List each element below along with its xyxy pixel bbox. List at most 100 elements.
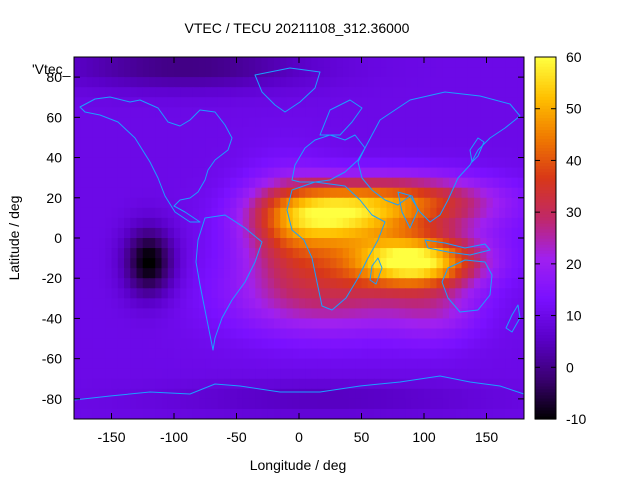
heatmap-cell bbox=[380, 298, 388, 309]
heatmap-cell bbox=[374, 67, 381, 78]
heatmap-cell bbox=[417, 368, 425, 380]
heatmap-cell bbox=[80, 177, 88, 189]
heatmap-cell bbox=[255, 238, 263, 249]
heatmap-cell bbox=[492, 388, 500, 400]
heatmap-cell bbox=[249, 77, 256, 88]
heatmap-cell bbox=[274, 398, 281, 410]
heatmap-cell bbox=[155, 238, 163, 249]
heatmap-cell bbox=[224, 288, 231, 299]
heatmap-cell bbox=[299, 227, 306, 239]
heatmap-cell bbox=[461, 57, 469, 68]
heatmap-cell bbox=[80, 197, 88, 209]
heatmap-cell bbox=[199, 308, 206, 320]
heatmap-cell bbox=[242, 77, 250, 88]
heatmap-cell bbox=[386, 67, 394, 78]
heatmap-cell bbox=[192, 137, 200, 149]
heatmap-cell bbox=[117, 187, 125, 199]
heatmap-cell bbox=[305, 167, 313, 179]
heatmap-cell bbox=[367, 67, 375, 78]
heatmap-cell bbox=[342, 197, 350, 209]
colorbar-segment bbox=[535, 177, 556, 182]
heatmap-cell bbox=[180, 187, 188, 199]
heatmap-cell bbox=[217, 227, 225, 239]
colorbar-segment bbox=[535, 292, 556, 296]
heatmap-cell bbox=[142, 408, 150, 419]
heatmap-cell bbox=[374, 258, 381, 269]
heatmap-cell bbox=[117, 388, 125, 400]
heatmap-cell bbox=[380, 117, 388, 128]
heatmap-cell bbox=[205, 368, 213, 380]
heatmap-cell bbox=[174, 268, 181, 279]
heatmap-cell bbox=[105, 268, 113, 279]
heatmap-cell bbox=[105, 298, 113, 309]
heatmap-cell bbox=[280, 117, 288, 128]
colorbar-segment bbox=[535, 135, 556, 140]
heatmap-cell bbox=[324, 147, 331, 159]
heatmap-cell bbox=[449, 278, 456, 289]
heatmap-cell bbox=[224, 157, 231, 169]
heatmap-cell bbox=[242, 248, 250, 259]
heatmap-cell bbox=[155, 298, 163, 309]
heatmap-cell bbox=[261, 288, 269, 299]
heatmap-cell bbox=[436, 167, 444, 179]
heatmap-cell bbox=[349, 258, 356, 269]
heatmap-cell bbox=[224, 378, 231, 390]
heatmap-cell bbox=[324, 87, 331, 98]
heatmap-cell bbox=[161, 238, 169, 249]
heatmap-cell bbox=[267, 388, 275, 400]
heatmap-cell bbox=[511, 67, 519, 78]
heatmap-cell bbox=[336, 328, 344, 340]
colorbar-segment bbox=[535, 111, 556, 115]
heatmap-cell bbox=[317, 398, 325, 410]
colorbar-segment bbox=[535, 189, 556, 194]
heatmap-cell bbox=[236, 57, 244, 68]
coastline-new-zealand bbox=[505, 304, 521, 333]
heatmap-cell bbox=[449, 107, 456, 118]
heatmap-cell bbox=[186, 408, 194, 419]
heatmap-cell bbox=[499, 197, 506, 209]
heatmap-cell bbox=[361, 388, 369, 400]
heatmap-cell bbox=[492, 77, 500, 88]
heatmap-cell bbox=[380, 258, 388, 269]
heatmap-cell bbox=[242, 268, 250, 279]
heatmap-cell bbox=[349, 227, 356, 239]
heatmap-cell bbox=[386, 268, 394, 279]
heatmap-cell bbox=[155, 177, 163, 189]
heatmap-cell bbox=[92, 127, 100, 139]
heatmap-cell bbox=[336, 378, 344, 390]
heatmap-cell bbox=[436, 207, 444, 219]
heatmap-cell bbox=[317, 147, 325, 159]
heatmap-cell bbox=[455, 217, 463, 229]
heatmap-cell bbox=[499, 217, 506, 229]
heatmap-cell bbox=[74, 398, 81, 410]
heatmap-cell bbox=[224, 298, 231, 309]
heatmap-cell bbox=[130, 87, 138, 98]
heatmap-cell bbox=[324, 388, 331, 400]
colorbar-segment bbox=[535, 108, 556, 112]
heatmap-cell bbox=[280, 238, 288, 249]
heatmap-cell bbox=[374, 328, 381, 340]
heatmap-cell bbox=[517, 197, 524, 209]
heatmap-cell bbox=[436, 358, 444, 370]
colorbar-segment bbox=[535, 87, 556, 91]
heatmap-cell bbox=[342, 227, 350, 239]
heatmap-cell bbox=[111, 107, 119, 118]
heatmap-cell bbox=[105, 378, 113, 390]
heatmap-cell bbox=[161, 107, 169, 118]
heatmap-cell bbox=[267, 238, 275, 249]
heatmap-cell bbox=[317, 57, 325, 68]
heatmap-cell bbox=[449, 217, 456, 229]
heatmap-cell bbox=[305, 378, 313, 390]
heatmap-cell bbox=[274, 278, 281, 289]
heatmap-cell bbox=[467, 308, 475, 320]
heatmap-cell bbox=[199, 107, 206, 118]
heatmap-cell bbox=[230, 57, 238, 68]
heatmap-cell bbox=[311, 157, 319, 169]
heatmap-cell bbox=[442, 97, 450, 108]
heatmap-cell bbox=[511, 187, 519, 199]
heatmap-cell bbox=[392, 298, 400, 309]
heatmap-cell bbox=[261, 187, 269, 199]
heatmap-cell bbox=[217, 268, 225, 279]
heatmap-cell bbox=[474, 348, 481, 360]
heatmap-cell bbox=[380, 227, 388, 239]
